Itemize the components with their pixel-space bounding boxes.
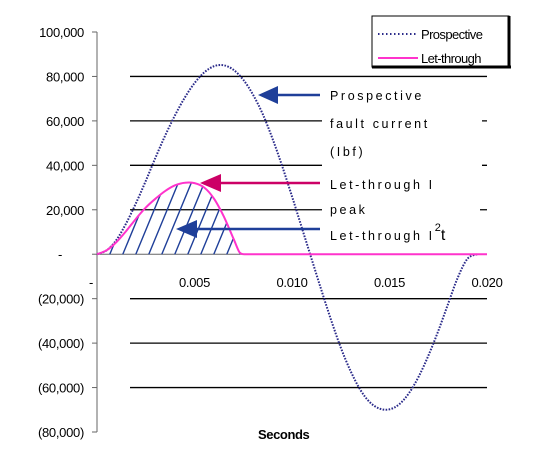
- x-tick-labels: - 0.005 0.010 0.015 0.020: [89, 275, 503, 290]
- annotation-1-bg: [322, 84, 482, 166]
- series-lines: [96, 64, 487, 411]
- arrow-let-through-i2t: [176, 220, 320, 238]
- hatch-line-10: [225, 182, 244, 255]
- x-tick-label-origin: -: [89, 275, 93, 290]
- x-axis-title: Seconds: [258, 427, 310, 442]
- y-tick-label-1: 80,000: [46, 69, 84, 84]
- y-tick-label-2: 60,000: [46, 114, 84, 129]
- y-tick-label-4: 20,000: [46, 203, 84, 218]
- x-tick-label-1: 0.010: [276, 275, 307, 290]
- hatch-line-7: [186, 182, 226, 255]
- y-tick-label-8: (60,000): [38, 381, 84, 396]
- legend-label-prospective: Prospective: [421, 27, 483, 42]
- legend-label-let-through: Let-through: [421, 51, 481, 66]
- y-tick-label-0: 100,000: [39, 25, 84, 40]
- arrow-prospective: [258, 86, 320, 104]
- x-axis-title-bg: [250, 424, 324, 444]
- x-tick-label-0: 0.005: [179, 275, 210, 290]
- annotation-i2t-superscript: 2: [435, 222, 441, 234]
- annotation-i2t-suffix: t: [441, 227, 446, 244]
- y-tick-labels: 100,000 80,000 60,000 40,000 20,000 - (20,000)…: [38, 25, 84, 440]
- hatch-line-3: [134, 182, 174, 255]
- series-prospective: [96, 64, 478, 411]
- hatch-line-6: [173, 182, 213, 255]
- annotation-2-bg: [322, 174, 480, 224]
- y-tick-label-6: (20,000): [38, 292, 84, 307]
- x-tick-label-3: 0.020: [471, 275, 502, 290]
- y-tick-label-3: 40,000: [46, 158, 84, 173]
- series-let-through-hump: [96, 181, 244, 256]
- x-tick-label-2: 0.015: [374, 275, 405, 290]
- arrow-let-through-peak: [200, 174, 320, 192]
- gridlines: [130, 75, 487, 389]
- y-tick-label-7: (40,000): [38, 336, 84, 351]
- annotation-3-bg: [322, 223, 492, 245]
- legend: Prospective Let-through: [371, 15, 511, 69]
- y-tick-label-5: -: [58, 247, 62, 262]
- annotation-i2t: Let-through I2t: [330, 222, 446, 244]
- annotation-peak-line-1: Let-through I: [330, 178, 435, 192]
- annotation-peak-line-2: peak: [330, 203, 368, 217]
- annotation-i2t-main: Let-through I: [330, 229, 435, 243]
- hatch-line-4: [147, 182, 187, 255]
- annotation-prospective-line-1: Prospective: [330, 89, 424, 103]
- annotation-prospective-line-2: fault current: [330, 117, 430, 131]
- annotation-prospective-line-3: (Ibf): [330, 145, 365, 159]
- hatch-line-5: [160, 182, 200, 255]
- y-tick-label-9: (80,000): [38, 425, 84, 440]
- hatch-line-8: [199, 182, 239, 255]
